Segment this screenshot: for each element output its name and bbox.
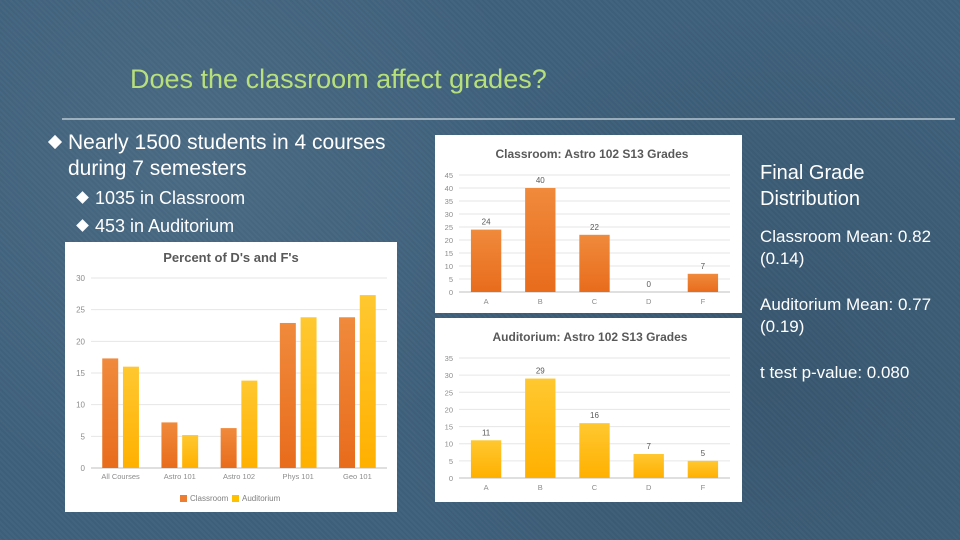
data-label: 7	[701, 262, 706, 271]
chart-panel-classroom: Classroom: Astro 102 S13 Grades 0 5 10 15 20 2…	[435, 135, 742, 313]
bar-classroom	[339, 317, 356, 468]
bullet-sub-auditorium: 453 in Auditorium	[72, 214, 434, 238]
bar	[470, 440, 502, 478]
y-tick-label: 15	[445, 249, 453, 258]
x-tick-label: C	[592, 483, 598, 492]
x-tick-label: Astro 102	[223, 472, 255, 481]
chart-percent-df: Percent of D's and F's 0 5 10 15 20 25 30 All Co…	[76, 250, 387, 503]
data-label: 0	[646, 280, 651, 289]
legend-swatch	[180, 495, 187, 502]
x-tick-label: F	[701, 297, 706, 306]
legend-label: Auditorium	[242, 494, 281, 503]
data-label: 29	[536, 367, 545, 376]
bar-classroom	[279, 322, 296, 468]
bar-auditorium	[300, 317, 317, 468]
y-tick-label: 30	[445, 371, 453, 380]
bar	[579, 423, 610, 478]
y-tick-label: 30	[445, 210, 453, 219]
data-label: 24	[482, 218, 491, 227]
x-tick-label: B	[538, 297, 543, 306]
bullet-sub-classroom: 1035 in Classroom	[72, 186, 434, 210]
bar-auditorium	[182, 435, 199, 468]
summary-heading: Final Grade Distribution	[760, 162, 865, 210]
diamond-bullet-icon	[76, 219, 89, 232]
y-tick-label: 35	[445, 197, 453, 206]
bar-classroom	[220, 428, 237, 468]
y-tick-label: 45	[445, 171, 453, 180]
bar	[525, 378, 556, 478]
slide-title: Does the classroom affect grades?	[130, 64, 547, 94]
y-tick-label: 10	[445, 262, 453, 271]
summary-auditorium-mean: Auditorium Mean: 0.77 (0.19)	[760, 295, 932, 336]
legend-label: Classroom	[190, 494, 229, 503]
x-tick-label: C	[592, 297, 598, 306]
bar-classroom	[102, 358, 119, 468]
x-tick-label: All Courses	[101, 472, 140, 481]
bar-auditorium	[359, 295, 376, 468]
chart-panel-auditorium: Auditorium: Astro 102 S13 Grades 0 5 10 15 20…	[435, 318, 742, 502]
y-tick-label: 0	[81, 464, 86, 473]
y-tick-label: 5	[81, 432, 86, 441]
x-tick-label: F	[701, 483, 706, 492]
bar	[687, 273, 719, 292]
data-label: 22	[590, 223, 599, 232]
y-tick-label: 5	[449, 275, 453, 284]
summary-classroom-mean: Classroom Mean: 0.82 (0.14)	[760, 227, 932, 268]
bar	[579, 234, 610, 292]
y-tick-label: 5	[449, 457, 453, 466]
bar	[470, 229, 502, 292]
chart-panel-df-percent: Percent of D's and F's 0 5 10 15 20 25 30 All Co…	[65, 242, 397, 512]
x-tick-label: B	[538, 483, 543, 492]
x-tick-label: A	[484, 297, 489, 306]
data-label: 7	[646, 442, 651, 451]
chart-title: Classroom: Astro 102 S13 Grades	[496, 147, 689, 161]
y-tick-label: 0	[449, 474, 453, 483]
x-tick-label: A	[484, 483, 489, 492]
y-tick-label: 15	[76, 369, 85, 378]
chart-auditorium-grades: Auditorium: Astro 102 S13 Grades 0 5 10 15 20…	[445, 330, 730, 492]
bar	[633, 454, 664, 478]
bullet-main-text: Nearly 1500 students in 4 courses during…	[68, 131, 386, 180]
x-tick-label: Phys 101	[283, 472, 314, 481]
y-tick-label: 35	[445, 354, 453, 363]
bar	[687, 460, 719, 478]
data-label: 16	[590, 411, 599, 420]
bar-classroom	[161, 422, 178, 468]
y-tick-label: 15	[445, 423, 453, 432]
bullet-sub-text: 1035 in Classroom	[95, 188, 246, 208]
y-tick-label: 10	[445, 440, 453, 449]
y-tick-label: 25	[445, 388, 453, 397]
x-tick-label: D	[646, 297, 652, 306]
chart-title: Percent of D's and F's	[163, 250, 299, 265]
bar-auditorium	[241, 380, 258, 468]
y-tick-label: 20	[445, 405, 453, 414]
y-tick-label: 25	[445, 223, 453, 232]
bullet-list: Nearly 1500 students in 4 courses during…	[44, 130, 434, 238]
legend-swatch	[232, 495, 239, 502]
x-tick-label: Astro 101	[164, 472, 196, 481]
chart-title: Auditorium: Astro 102 S13 Grades	[493, 330, 688, 344]
y-tick-label: 30	[76, 274, 85, 283]
summary-panel: Final Grade Distribution Classroom Mean:…	[760, 160, 950, 408]
data-label: 40	[536, 176, 545, 185]
diamond-bullet-icon	[47, 134, 63, 150]
title-divider	[62, 118, 955, 120]
x-tick-label: D	[646, 483, 652, 492]
y-tick-label: 25	[76, 306, 85, 315]
y-tick-label: 40	[445, 184, 453, 193]
bar	[525, 188, 556, 292]
x-tick-label: Geo 101	[343, 472, 372, 481]
bullet-sub-text: 453 in Auditorium	[95, 216, 235, 236]
data-label: 11	[482, 428, 491, 437]
bullet-main: Nearly 1500 students in 4 courses during…	[44, 130, 434, 182]
chart-classroom-grades: Classroom: Astro 102 S13 Grades 0 5 10 15 20 2…	[445, 147, 730, 306]
y-tick-label: 0	[449, 288, 453, 297]
bar-auditorium	[122, 366, 139, 468]
y-tick-label: 20	[445, 236, 453, 245]
summary-p-value: t test p-value: 0.080	[760, 363, 910, 382]
diamond-bullet-icon	[76, 191, 89, 204]
data-label: 5	[701, 449, 706, 458]
y-tick-label: 20	[76, 337, 85, 346]
y-tick-label: 10	[76, 401, 85, 410]
